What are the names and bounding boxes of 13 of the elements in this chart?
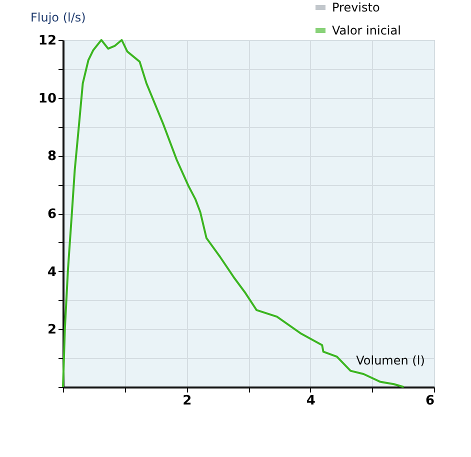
y-tick-label: 8 [47,149,56,164]
legend-label: Previsto [332,0,380,14]
x-tick-label: 4 [306,394,316,408]
y-tick-label: 10 [38,91,56,106]
x-tick-label: 2 [182,394,192,408]
y-tick-label: 4 [47,264,56,280]
x-tick-label: 6 [425,394,434,408]
y-tick-label: 12 [38,34,56,48]
legend-label: Valor inicial [332,24,401,38]
y-axis-title: Flujo (l/s) [30,10,86,24]
y-tick-label: 6 [47,207,56,222]
y-tick-label: 2 [47,322,56,338]
x-axis-title: Volumen (l) [356,354,425,368]
